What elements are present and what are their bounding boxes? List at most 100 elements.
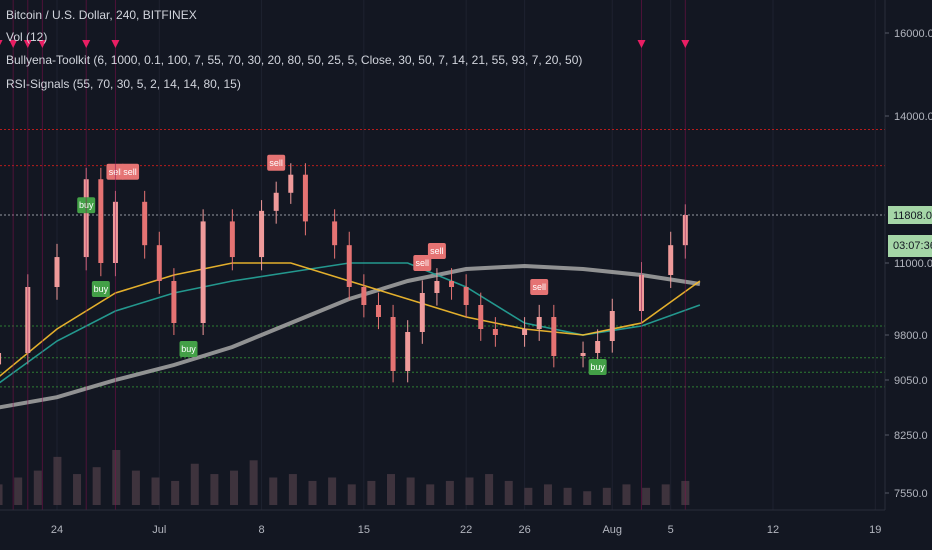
volume-bar (131, 470, 140, 505)
candle-body (536, 317, 542, 329)
candle-body (273, 192, 279, 211)
volume-bar (171, 480, 180, 505)
event-marker (111, 40, 120, 48)
volume-bar (445, 480, 454, 505)
candle-body (668, 245, 674, 275)
volume-bar (328, 477, 337, 505)
event-marker (38, 40, 47, 48)
candle-body (259, 210, 265, 258)
volume-bar (543, 484, 552, 505)
sell-signal-label: sell (416, 258, 430, 268)
volume-bar (642, 487, 651, 505)
toolkit-indicator-label[interactable]: Bullyena-Toolkit (6, 1000, 0.1, 100, 7, … (6, 53, 583, 67)
date-tick-label: 26 (518, 524, 530, 536)
price-tick-label: 9050.0 (894, 375, 928, 387)
symbol-title[interactable]: Bitcoin / U.S. Dollar, 240, BITFINEX (6, 8, 197, 22)
buy-signal-label: buy (181, 344, 196, 354)
countdown-label: 03:07:36 (893, 240, 932, 252)
sell-signal (530, 279, 549, 295)
volume-bar (190, 463, 199, 505)
date-tick-label: 22 (460, 524, 472, 536)
candle-body (229, 221, 235, 258)
volume-bar (347, 484, 356, 505)
event-marker (637, 40, 646, 48)
candle-body (200, 221, 206, 323)
horizontal-levels (0, 129, 885, 388)
time-axis[interactable]: 24 Jul 8 15 22 26 Aug 5 12 19 (51, 524, 882, 536)
candle-body (375, 305, 381, 317)
volume-bar (622, 484, 631, 505)
date-tick-label: 5 (668, 524, 674, 536)
vol-indicator-label[interactable]: Vol (12) (6, 30, 48, 44)
sell-signal (267, 154, 286, 171)
price-tick-label: 7550.0 (894, 488, 928, 500)
volume-bar (249, 460, 258, 505)
buy-signal (179, 341, 198, 357)
date-tick-label: Jul (152, 524, 166, 536)
candle-body (361, 287, 367, 305)
candle-body (142, 201, 148, 246)
volume-bar (308, 480, 317, 505)
sell-signal (427, 243, 446, 259)
price-axis[interactable]: 16000.0 14000.0 11000.0 9800.0 9050.0 8250.0 7… (885, 28, 932, 500)
volume-bar (92, 467, 101, 505)
price-tick-label: 9800.0 (894, 330, 928, 342)
countdown-tag (888, 235, 932, 257)
volume-bar (288, 474, 297, 505)
candle-body (156, 245, 162, 281)
last-price-label: 11808.0 (893, 210, 932, 222)
candle-body (0, 353, 2, 365)
event-marker (23, 40, 32, 48)
candle-body (54, 257, 60, 287)
volume-bar (524, 487, 533, 505)
candle-body (98, 179, 104, 263)
event-marker (82, 40, 91, 48)
volume-bar (0, 484, 3, 505)
volume-bars (0, 450, 690, 505)
buy-signal-label: buy (94, 284, 109, 294)
volume-bar (485, 474, 494, 505)
volume-bar (33, 470, 42, 505)
candle-body (492, 329, 498, 335)
candle-body (449, 281, 455, 287)
sell-signal-label: sell (430, 246, 444, 256)
volume-bar (151, 477, 160, 505)
candle-body (434, 281, 440, 293)
buy-signal (91, 281, 110, 297)
price-tick-label: 16000.0 (894, 28, 932, 40)
date-tick-label: 15 (358, 524, 370, 536)
volume-bar (53, 456, 62, 505)
event-marker (681, 40, 690, 48)
candle-body (551, 317, 557, 356)
sell-signal-label: sell (532, 282, 546, 292)
date-tick-label: Aug (602, 524, 622, 536)
buy-signal-label: buy (590, 362, 605, 372)
sell-signal-label: sell (123, 167, 137, 177)
volume-bar (367, 480, 376, 505)
candle-body (580, 353, 586, 356)
volume-bar (563, 487, 572, 505)
candle-body (419, 293, 425, 332)
volume-bar (269, 477, 278, 505)
last-price-tag (888, 206, 932, 224)
candle-body (332, 221, 338, 246)
volume-bar (602, 487, 611, 505)
volume-bar (112, 450, 121, 505)
volume-bar (386, 474, 395, 505)
candle-body (390, 317, 396, 371)
candle-body (463, 287, 469, 305)
price-tick-label: 8250.0 (894, 430, 928, 442)
price-tick-label: 14000.0 (894, 111, 932, 123)
sell-signal-label: sell (269, 158, 283, 168)
date-tick-label: 12 (767, 524, 779, 536)
volume-bar (465, 477, 474, 505)
volume-bar (210, 474, 219, 505)
volume-bar (504, 480, 513, 505)
sell-signal (121, 163, 140, 180)
candle-body (288, 174, 294, 193)
date-tick-label: 19 (869, 524, 881, 536)
candle-body (346, 245, 352, 287)
rsi-indicator-label[interactable]: RSI-Signals (55, 70, 30, 5, 2, 14, 14, 8… (6, 77, 241, 91)
